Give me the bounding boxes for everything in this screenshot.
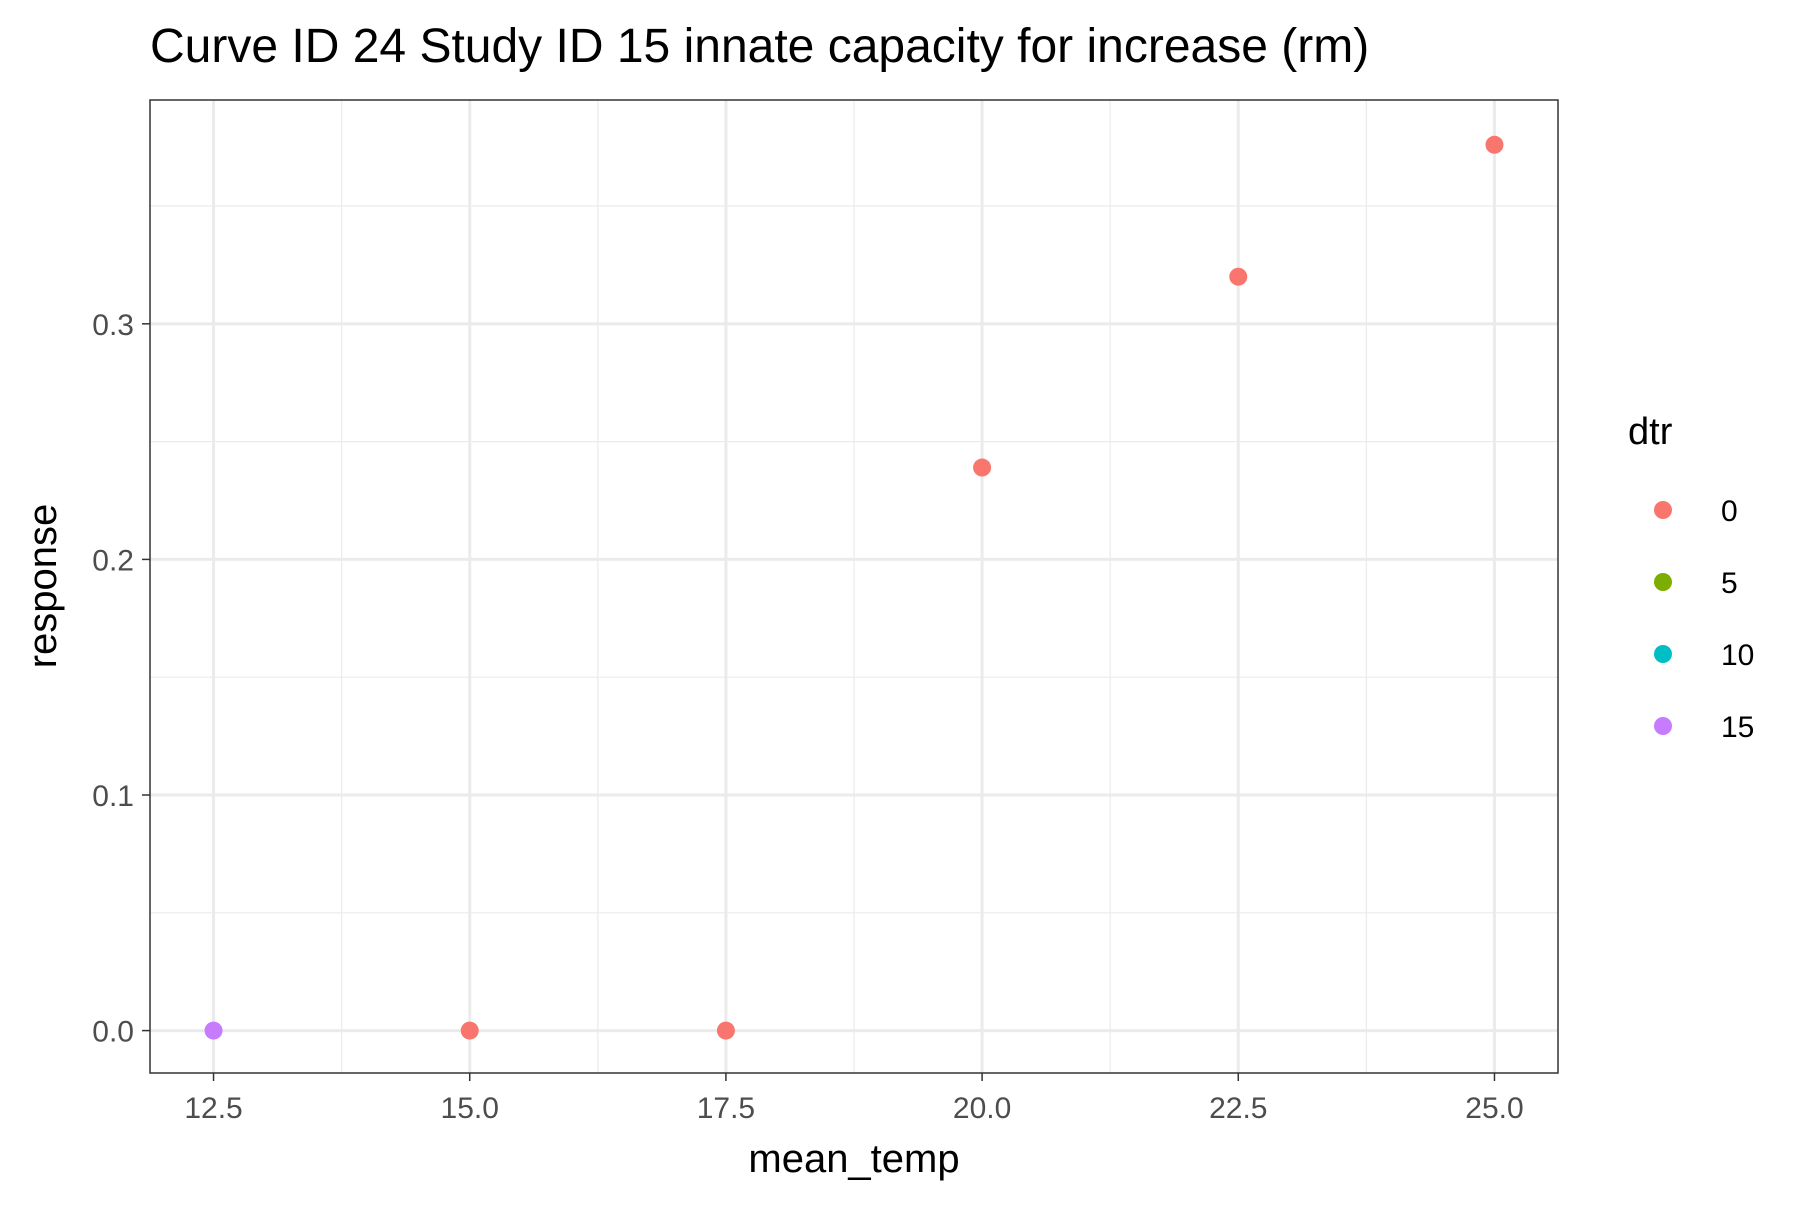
legend-key-0 <box>1654 501 1672 519</box>
chart-title: Curve ID 24 Study ID 15 innate capacity … <box>150 20 1369 73</box>
grid-minor <box>150 100 1558 1073</box>
y-tick-label-0: 0.0 <box>92 1016 134 1049</box>
x-axis-title: mean_temp <box>748 1137 959 1181</box>
x-tick-label-2: 17.5 <box>697 1092 755 1125</box>
legend-key-15 <box>1654 717 1672 735</box>
point-dtr-0-4 <box>1485 135 1504 154</box>
legend-label-5: 5 <box>1721 567 1738 600</box>
x-tick-label-1: 15.0 <box>441 1092 499 1125</box>
y-axis-ticks: 0.0 0.1 0.2 0.3 <box>92 309 150 1049</box>
legend-label-15: 15 <box>1721 711 1754 744</box>
legend-key-10 <box>1654 645 1672 663</box>
y-tick-label-3: 0.3 <box>92 309 134 342</box>
point-dtr-15-0 <box>204 1021 223 1040</box>
y-axis-title: response <box>21 504 65 669</box>
point-dtr-0-2 <box>973 458 992 477</box>
legend: dtr 0 5 10 15 <box>1628 411 1754 744</box>
y-tick-label-1: 0.1 <box>92 780 134 813</box>
x-tick-label-0: 12.5 <box>184 1092 242 1125</box>
grid-major <box>150 100 1558 1073</box>
point-dtr-0-3 <box>1229 267 1248 286</box>
plot-border <box>149 99 1559 1074</box>
x-tick-label-5: 25.0 <box>1465 1092 1523 1125</box>
x-axis-ticks: 12.5 15.0 17.5 20.0 22.5 25.0 <box>184 1073 1524 1125</box>
legend-key-5 <box>1654 573 1672 591</box>
data-points <box>204 135 1504 1040</box>
legend-label-10: 10 <box>1721 639 1754 672</box>
point-dtr-0-1 <box>716 1021 735 1040</box>
x-tick-label-4: 22.5 <box>1209 1092 1267 1125</box>
point-dtr-0-0 <box>460 1021 479 1040</box>
legend-entries: 0 5 10 15 <box>1654 495 1754 744</box>
x-tick-label-3: 20.0 <box>953 1092 1011 1125</box>
legend-label-0: 0 <box>1721 495 1738 528</box>
legend-title: dtr <box>1628 411 1673 453</box>
y-tick-label-2: 0.2 <box>92 544 134 577</box>
